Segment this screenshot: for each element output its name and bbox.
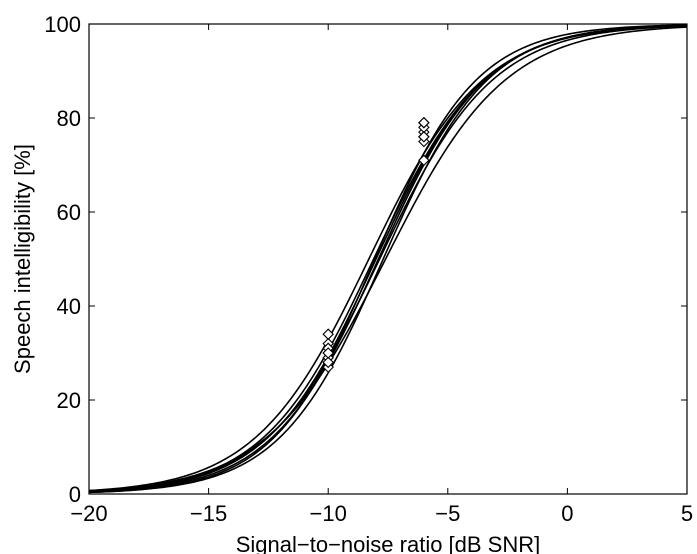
x-tick-label: −20 bbox=[70, 501, 107, 526]
x-tick-label: 5 bbox=[681, 501, 693, 526]
diamond-marker bbox=[322, 356, 334, 369]
series-line bbox=[89, 24, 687, 493]
series-line bbox=[89, 25, 687, 493]
diamond-marker bbox=[418, 131, 430, 143]
series-lines bbox=[89, 24, 687, 494]
x-tick-label: −5 bbox=[435, 501, 460, 526]
y-tick-label: 100 bbox=[44, 12, 81, 37]
x-tick-label: −10 bbox=[310, 501, 347, 526]
y-axis-ticks: 0 20 40 60 80 100 bbox=[44, 12, 687, 507]
series-line bbox=[89, 24, 687, 493]
series-line bbox=[89, 26, 687, 492]
x-axis-ticks: −20 −15 −10 −5 0 5 bbox=[70, 24, 693, 526]
series-markers bbox=[322, 116, 430, 373]
diamond-marker bbox=[418, 154, 430, 167]
series-line bbox=[89, 24, 687, 492]
series-line bbox=[89, 24, 687, 493]
y-tick-label: 60 bbox=[57, 200, 81, 225]
series-line bbox=[89, 24, 687, 494]
diamond-marker bbox=[418, 116, 430, 129]
plot-frame bbox=[88, 23, 688, 495]
y-tick-label: 80 bbox=[57, 106, 81, 131]
y-tick-label: 40 bbox=[57, 294, 81, 319]
plot-area: −20 −15 −10 −5 0 5 0 20 40 60 80 100 bbox=[44, 12, 693, 526]
y-tick-label: 20 bbox=[57, 388, 81, 413]
x-tick-label: 0 bbox=[561, 501, 573, 526]
y-axis-label: Speech intelligibility [%] bbox=[10, 144, 35, 374]
x-tick-label: −15 bbox=[190, 501, 227, 526]
x-axis-label: Signal−to−noise ratio [dB SNR] bbox=[236, 532, 541, 554]
series-line bbox=[89, 24, 687, 494]
diamond-marker bbox=[322, 328, 334, 340]
y-tick-label: 0 bbox=[69, 482, 81, 507]
diamond-marker bbox=[322, 347, 334, 359]
